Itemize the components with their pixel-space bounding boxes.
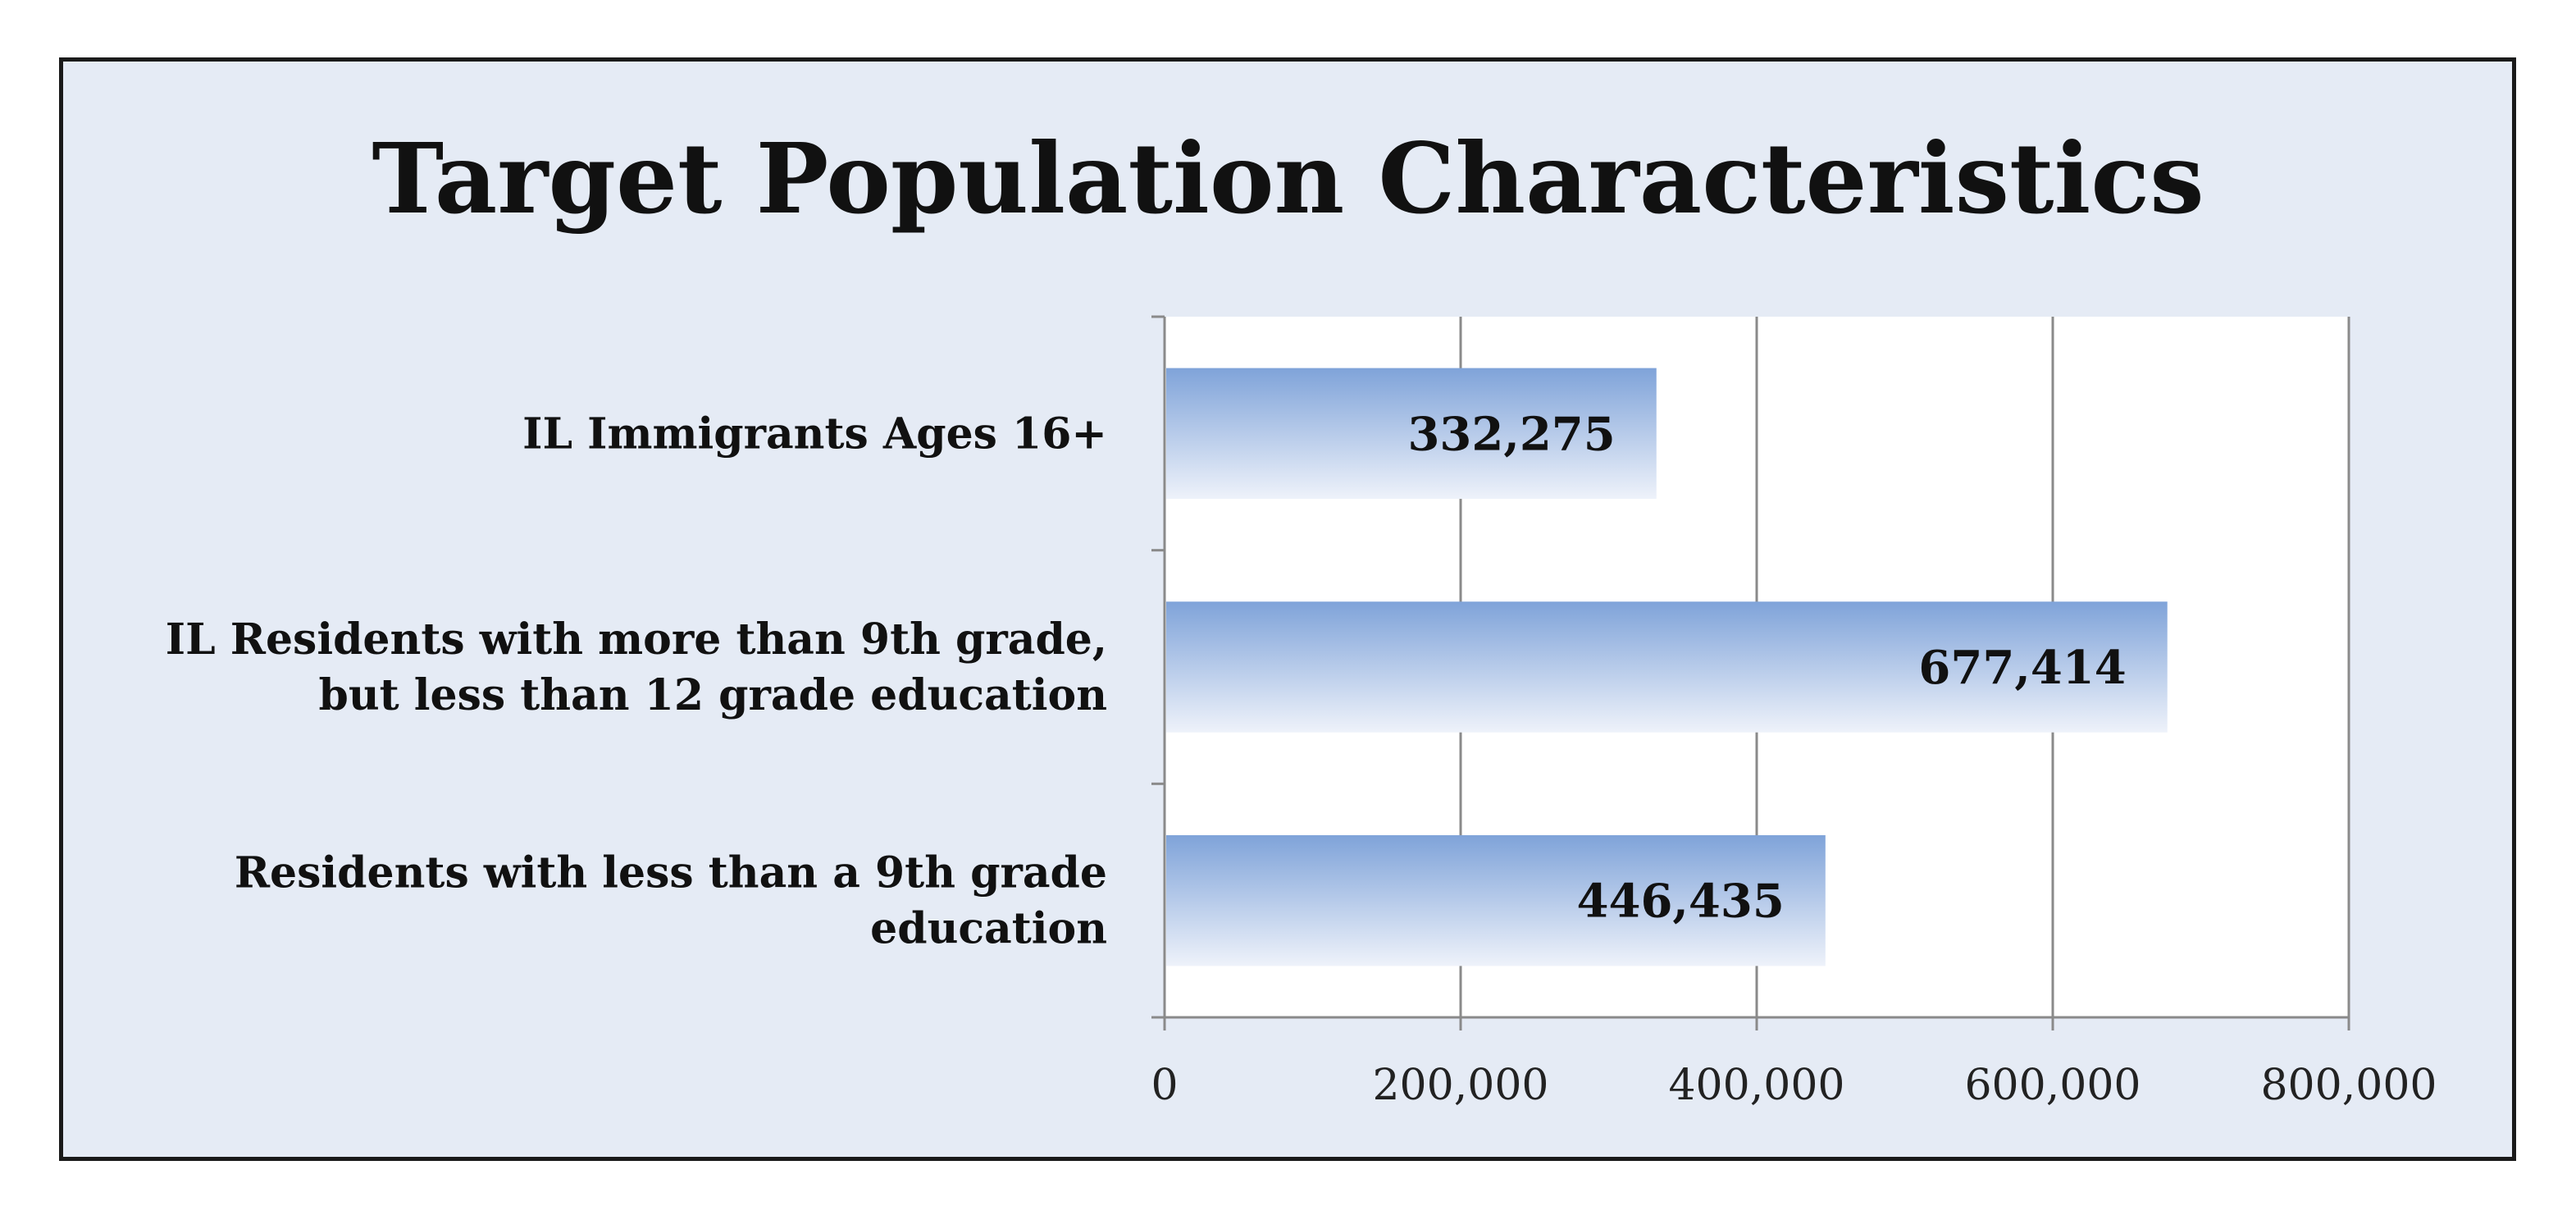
category-label-line: but less than 12 grade education — [318, 670, 1107, 720]
axes — [1151, 315, 2350, 1030]
bar-2 — [1166, 834, 1826, 966]
bar-1 — [1166, 601, 2168, 733]
category-label-line: education — [870, 904, 1107, 954]
bars — [1166, 368, 2168, 966]
bar-0 — [1166, 368, 1657, 500]
data-label-1: 677,414 — [1918, 641, 2126, 695]
x-tick-label-4: 800,000 — [2260, 1061, 2437, 1110]
category-label-line: IL Immigrants Ages 16+ — [522, 409, 1107, 459]
x-tick-label-1: 200,000 — [1372, 1061, 1548, 1110]
x-tick-label-0: 0 — [1151, 1061, 1178, 1110]
labels: 0 200,000 400,000 600,000 800,000 332,275 IL I… — [166, 407, 2437, 1110]
x-tick-label-2: 400,000 — [1668, 1061, 1844, 1110]
category-label-2: Residents with less than a 9th grade educ… — [235, 848, 1107, 954]
category-label-line: IL Residents with more than 9th grade, — [166, 615, 1107, 665]
category-label-1: IL Residents with more than 9th grade, bu… — [166, 615, 1107, 720]
x-tick-label-3: 600,000 — [1964, 1061, 2141, 1110]
data-label-2: 446,435 — [1577, 875, 1785, 929]
category-label-0: IL Immigrants Ages 16+ — [522, 409, 1107, 459]
data-label-0: 332,275 — [1407, 407, 1615, 461]
category-label-line: Residents with less than a 9th grade — [235, 848, 1107, 898]
chart-title: Target Population Characteristics — [372, 121, 2204, 235]
